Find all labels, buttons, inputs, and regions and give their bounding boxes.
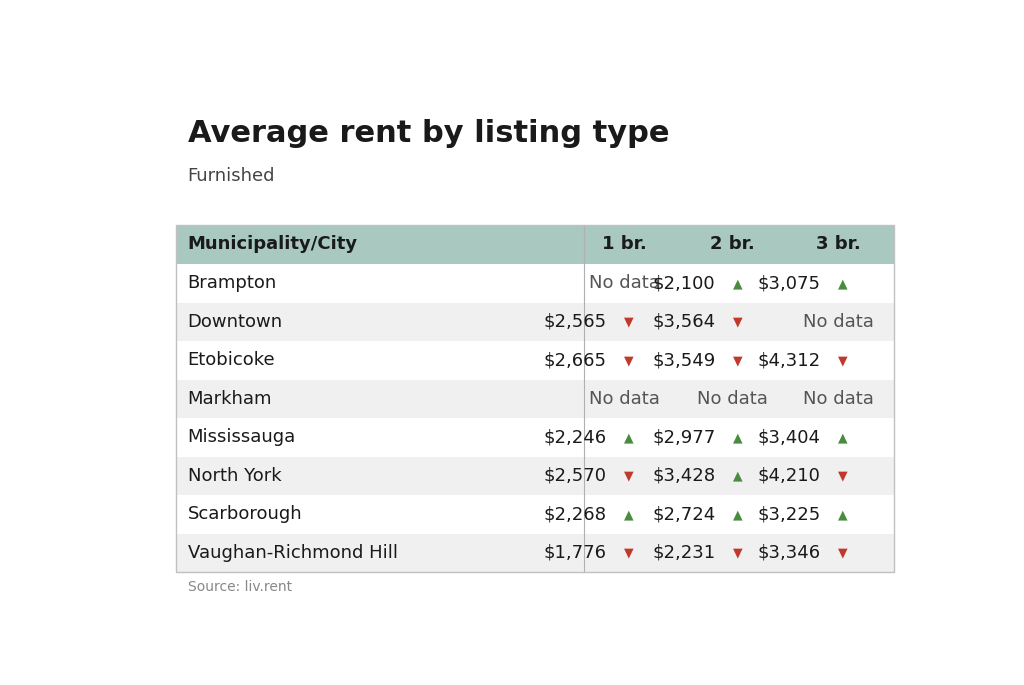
FancyBboxPatch shape [176, 379, 894, 418]
Text: $3,404: $3,404 [758, 428, 821, 447]
Text: North York: North York [187, 467, 282, 485]
Text: ▼: ▼ [733, 354, 742, 367]
Text: $2,246: $2,246 [544, 428, 606, 447]
Text: ▼: ▼ [839, 469, 848, 482]
Text: ▲: ▲ [624, 508, 634, 521]
Text: ▲: ▲ [733, 277, 742, 290]
Text: $3,564: $3,564 [652, 313, 715, 331]
Text: $2,724: $2,724 [652, 506, 715, 523]
FancyBboxPatch shape [176, 418, 894, 457]
Text: ▲: ▲ [733, 469, 742, 482]
Text: ▼: ▼ [733, 315, 742, 328]
Text: ▲: ▲ [839, 431, 848, 444]
Text: Mississauga: Mississauga [187, 428, 296, 447]
Text: $4,210: $4,210 [758, 467, 821, 485]
FancyBboxPatch shape [176, 303, 894, 341]
Text: ▲: ▲ [733, 431, 742, 444]
Text: No data: No data [589, 275, 659, 292]
Text: ▼: ▼ [839, 354, 848, 367]
Text: Average rent by listing type: Average rent by listing type [187, 119, 669, 148]
Text: Downtown: Downtown [187, 313, 283, 331]
Text: Etobicoke: Etobicoke [187, 351, 275, 369]
Text: $1,776: $1,776 [544, 544, 606, 562]
Text: $3,549: $3,549 [652, 351, 715, 369]
Text: ▲: ▲ [839, 277, 848, 290]
Text: No data: No data [803, 390, 873, 408]
Text: 1 br.: 1 br. [602, 236, 646, 253]
Text: $3,346: $3,346 [758, 544, 821, 562]
Text: ▲: ▲ [733, 508, 742, 521]
Text: No data: No data [589, 390, 659, 408]
FancyBboxPatch shape [176, 341, 894, 379]
Text: Furnished: Furnished [187, 166, 275, 184]
Text: $3,225: $3,225 [758, 506, 821, 523]
Text: No data: No data [803, 313, 873, 331]
Text: $3,075: $3,075 [758, 275, 821, 292]
Text: Scarborough: Scarborough [187, 506, 302, 523]
Text: Vaughan-Richmond Hill: Vaughan-Richmond Hill [187, 544, 397, 562]
Text: $2,570: $2,570 [544, 467, 606, 485]
FancyBboxPatch shape [176, 264, 894, 303]
Text: $2,268: $2,268 [544, 506, 606, 523]
Text: ▼: ▼ [733, 547, 742, 560]
Text: 3 br.: 3 br. [816, 236, 860, 253]
Text: $2,977: $2,977 [652, 428, 715, 447]
FancyBboxPatch shape [176, 534, 894, 572]
Text: $2,665: $2,665 [544, 351, 606, 369]
Text: Municipality/City: Municipality/City [187, 236, 357, 253]
Text: $2,100: $2,100 [652, 275, 715, 292]
Text: ▼: ▼ [624, 354, 634, 367]
Text: No data: No data [697, 390, 768, 408]
Text: Source: liv.rent: Source: liv.rent [187, 580, 292, 594]
FancyBboxPatch shape [176, 225, 894, 264]
Text: ▼: ▼ [839, 547, 848, 560]
Text: ▲: ▲ [624, 431, 634, 444]
Text: ▲: ▲ [839, 508, 848, 521]
Text: 2 br.: 2 br. [711, 236, 755, 253]
Text: Markham: Markham [187, 390, 272, 408]
Text: $2,231: $2,231 [652, 544, 715, 562]
Text: $4,312: $4,312 [758, 351, 821, 369]
Text: ▼: ▼ [624, 315, 634, 328]
Text: ▼: ▼ [624, 547, 634, 560]
FancyBboxPatch shape [176, 457, 894, 495]
Text: $2,565: $2,565 [544, 313, 606, 331]
Text: Brampton: Brampton [187, 275, 276, 292]
FancyBboxPatch shape [176, 495, 894, 534]
Text: $3,428: $3,428 [652, 467, 715, 485]
Text: ▼: ▼ [624, 469, 634, 482]
